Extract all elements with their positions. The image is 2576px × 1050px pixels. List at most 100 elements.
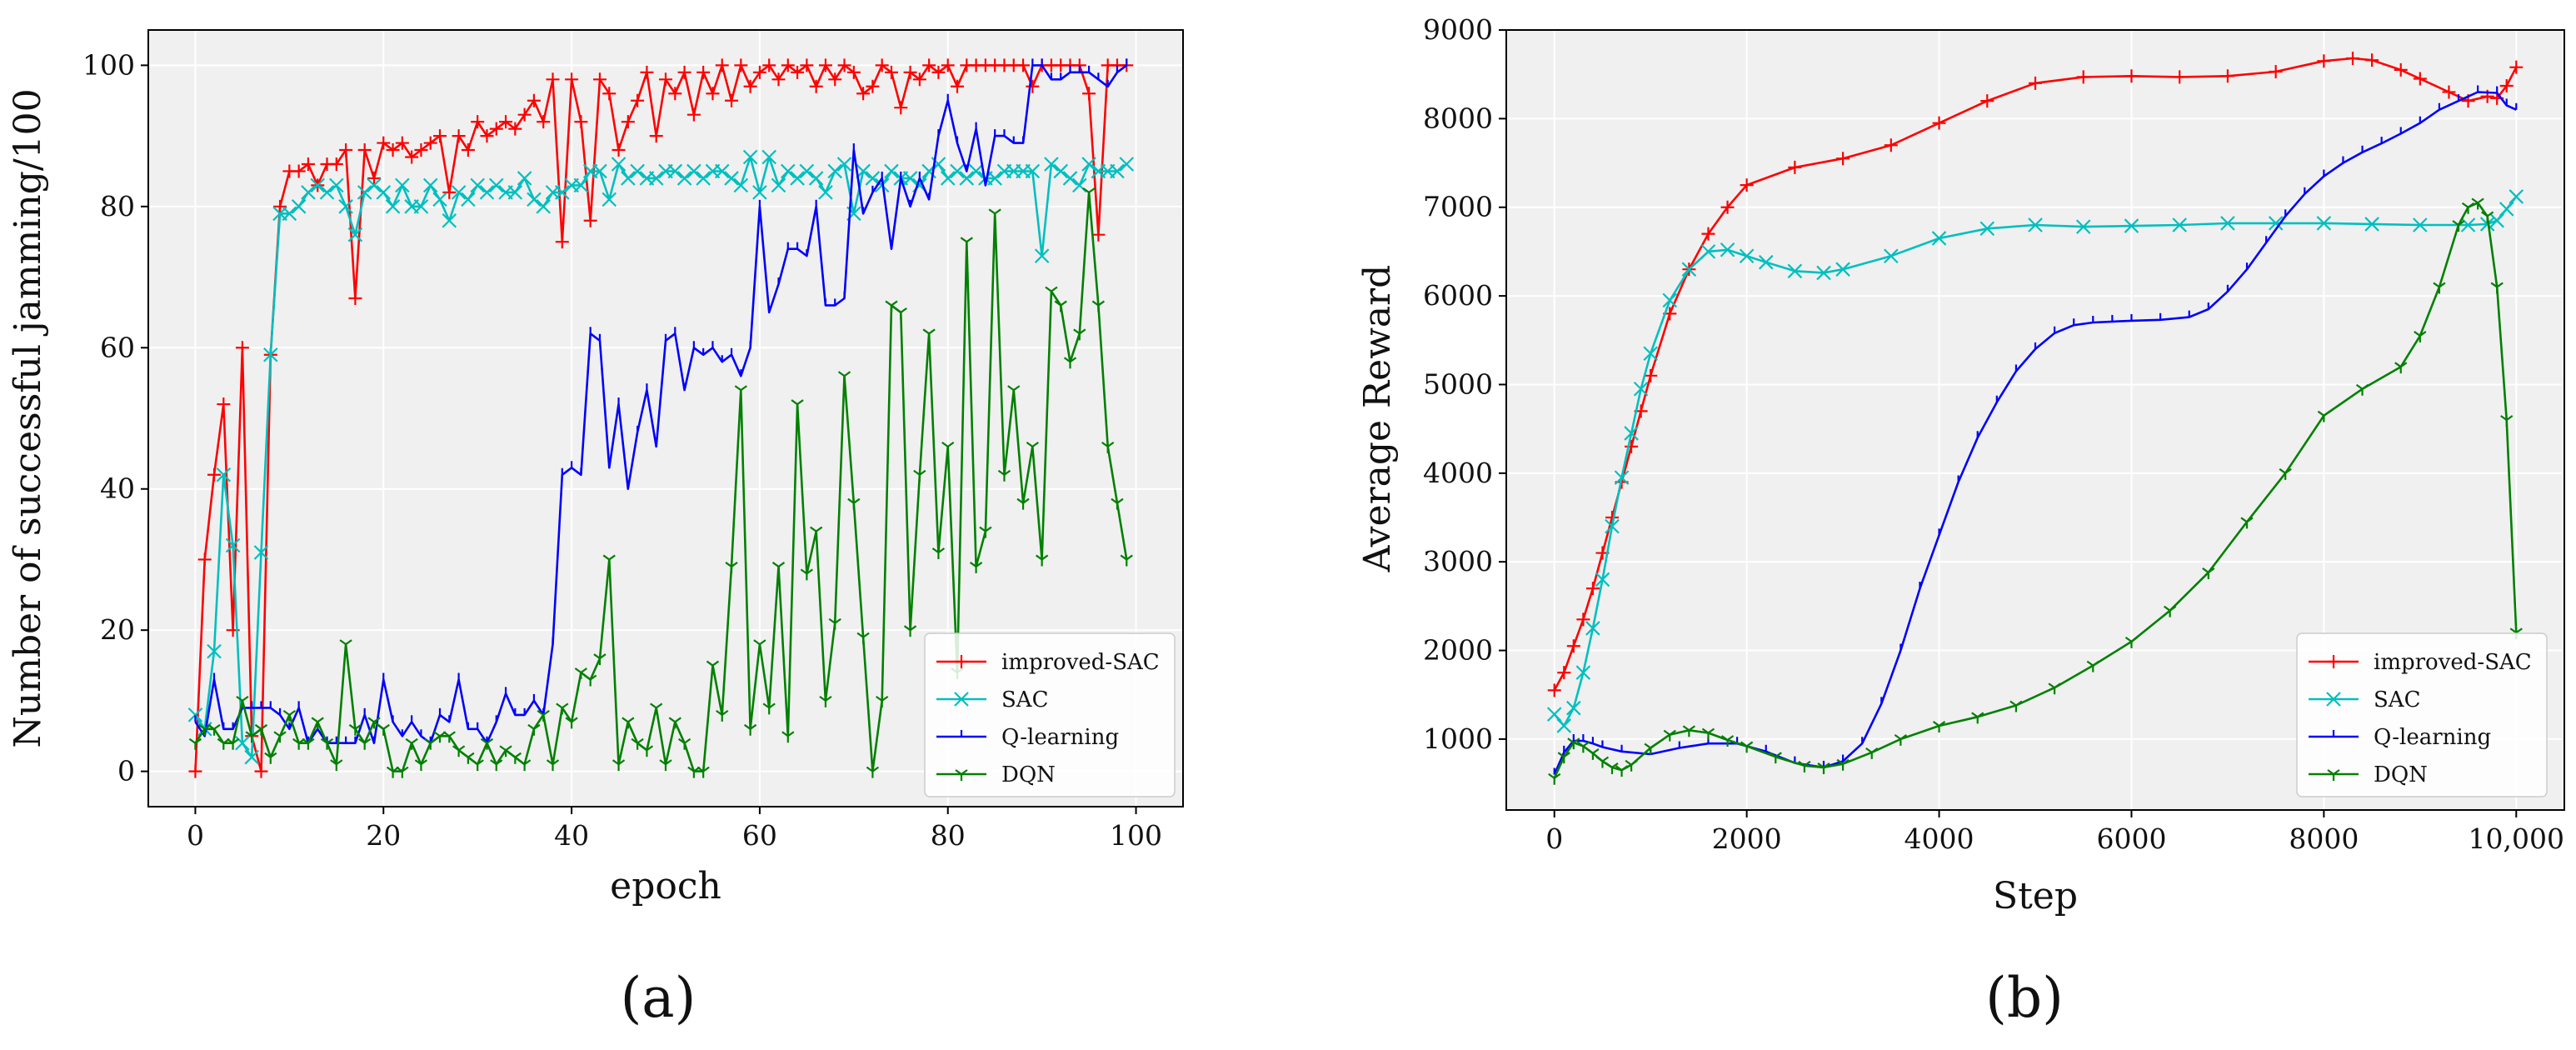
- data-point: [1016, 498, 1030, 510]
- data-point: [922, 328, 936, 341]
- data-point: [959, 171, 975, 186]
- data-point: [405, 738, 418, 750]
- x-tick-label: 40: [554, 819, 589, 852]
- data-point: [1835, 262, 1850, 277]
- data-point: [1119, 157, 1135, 172]
- data-point: [819, 696, 832, 708]
- data-point: [837, 58, 851, 72]
- data-point: [2164, 605, 2177, 618]
- data-point: [1932, 721, 1946, 732]
- data-point: [876, 696, 889, 708]
- data-point: [649, 129, 663, 143]
- axes-frame: [147, 29, 1184, 808]
- data-point: [217, 398, 231, 412]
- series-dqn: [1548, 198, 2523, 785]
- data-point: [1615, 765, 1629, 778]
- data-point: [1062, 171, 1078, 186]
- legend-item: Q-learning: [936, 725, 1119, 750]
- data-point: [593, 653, 607, 666]
- data-point: [2355, 383, 2369, 396]
- legend-item: DQN: [936, 762, 1056, 788]
- data-point: [611, 157, 627, 172]
- data-point: [367, 171, 381, 185]
- data-point: [527, 192, 542, 208]
- data-point: [1980, 94, 1994, 108]
- data-point: [207, 468, 222, 482]
- data-point: [1025, 163, 1041, 179]
- data-point: [1788, 160, 1802, 174]
- legend-marker: [954, 692, 969, 707]
- data-point: [2499, 79, 2514, 93]
- data-point: [471, 759, 484, 772]
- x-tick-label: 80: [931, 819, 966, 852]
- series-dqn: [188, 187, 1133, 778]
- data-point: [2029, 76, 2042, 90]
- data-point: [734, 58, 748, 72]
- y-tick-label: 40: [100, 472, 135, 505]
- data-point: [686, 108, 701, 122]
- data-point: [761, 149, 776, 165]
- data-point: [1007, 385, 1021, 398]
- data-point: [1931, 231, 1947, 246]
- y-tick-label: 8000: [1423, 102, 1493, 134]
- data-point: [527, 93, 541, 108]
- data-point: [827, 163, 843, 179]
- series-line: [1553, 57, 2518, 692]
- data-point: [461, 192, 476, 208]
- data-point: [517, 759, 532, 772]
- data-point: [912, 72, 926, 87]
- data-point: [301, 157, 315, 171]
- data-point: [1701, 227, 1715, 241]
- data-point: [517, 171, 532, 186]
- data-point: [725, 562, 738, 573]
- data-point: [1585, 582, 1600, 596]
- data-point: [245, 731, 258, 743]
- data-point: [452, 745, 466, 758]
- legend-marker: [2327, 655, 2340, 668]
- y-tick-label: 1000: [1423, 722, 1493, 755]
- data-point: [414, 143, 428, 158]
- data-point: [2316, 216, 2332, 231]
- data-point: [640, 65, 654, 79]
- legend-item: SAC: [2309, 688, 2420, 712]
- series-line: [194, 191, 1128, 772]
- data-point: [1644, 368, 1658, 382]
- data-point: [264, 752, 277, 764]
- data-point: [442, 731, 456, 743]
- data-point: [499, 115, 513, 129]
- data-point: [329, 178, 344, 193]
- data-point: [1740, 178, 1754, 192]
- data-point: [442, 212, 457, 228]
- data-point: [1817, 762, 1830, 774]
- data-point: [818, 185, 833, 200]
- data-point: [2172, 218, 2187, 232]
- data-point: [508, 752, 522, 764]
- data-point: [1739, 248, 1755, 264]
- data-point: [546, 759, 560, 772]
- data-point: [1720, 735, 1735, 747]
- data-point: [339, 143, 353, 158]
- data-point: [451, 185, 467, 200]
- axes-frame: [1505, 29, 2565, 811]
- data-point: [405, 150, 419, 164]
- data-point: [1595, 572, 1610, 588]
- data-point: [1585, 621, 1600, 636]
- data-point: [253, 545, 269, 560]
- y-tick-label: 4000: [1423, 457, 1493, 489]
- data-point: [377, 136, 391, 150]
- legend-box: [924, 632, 1176, 798]
- data-point: [339, 639, 352, 652]
- y-tick-label: 3000: [1423, 545, 1493, 578]
- legend-label: improved-SAC: [1001, 650, 1160, 675]
- data-point: [676, 171, 692, 186]
- data-point: [574, 668, 588, 680]
- data-point: [677, 65, 691, 79]
- data-point: [2279, 468, 2292, 480]
- data-point: [941, 58, 955, 72]
- data-point: [2413, 218, 2428, 232]
- data-point: [1567, 738, 1580, 750]
- data-point: [320, 738, 334, 750]
- data-point: [847, 498, 861, 510]
- data-point: [997, 469, 1011, 482]
- data-point: [301, 185, 316, 200]
